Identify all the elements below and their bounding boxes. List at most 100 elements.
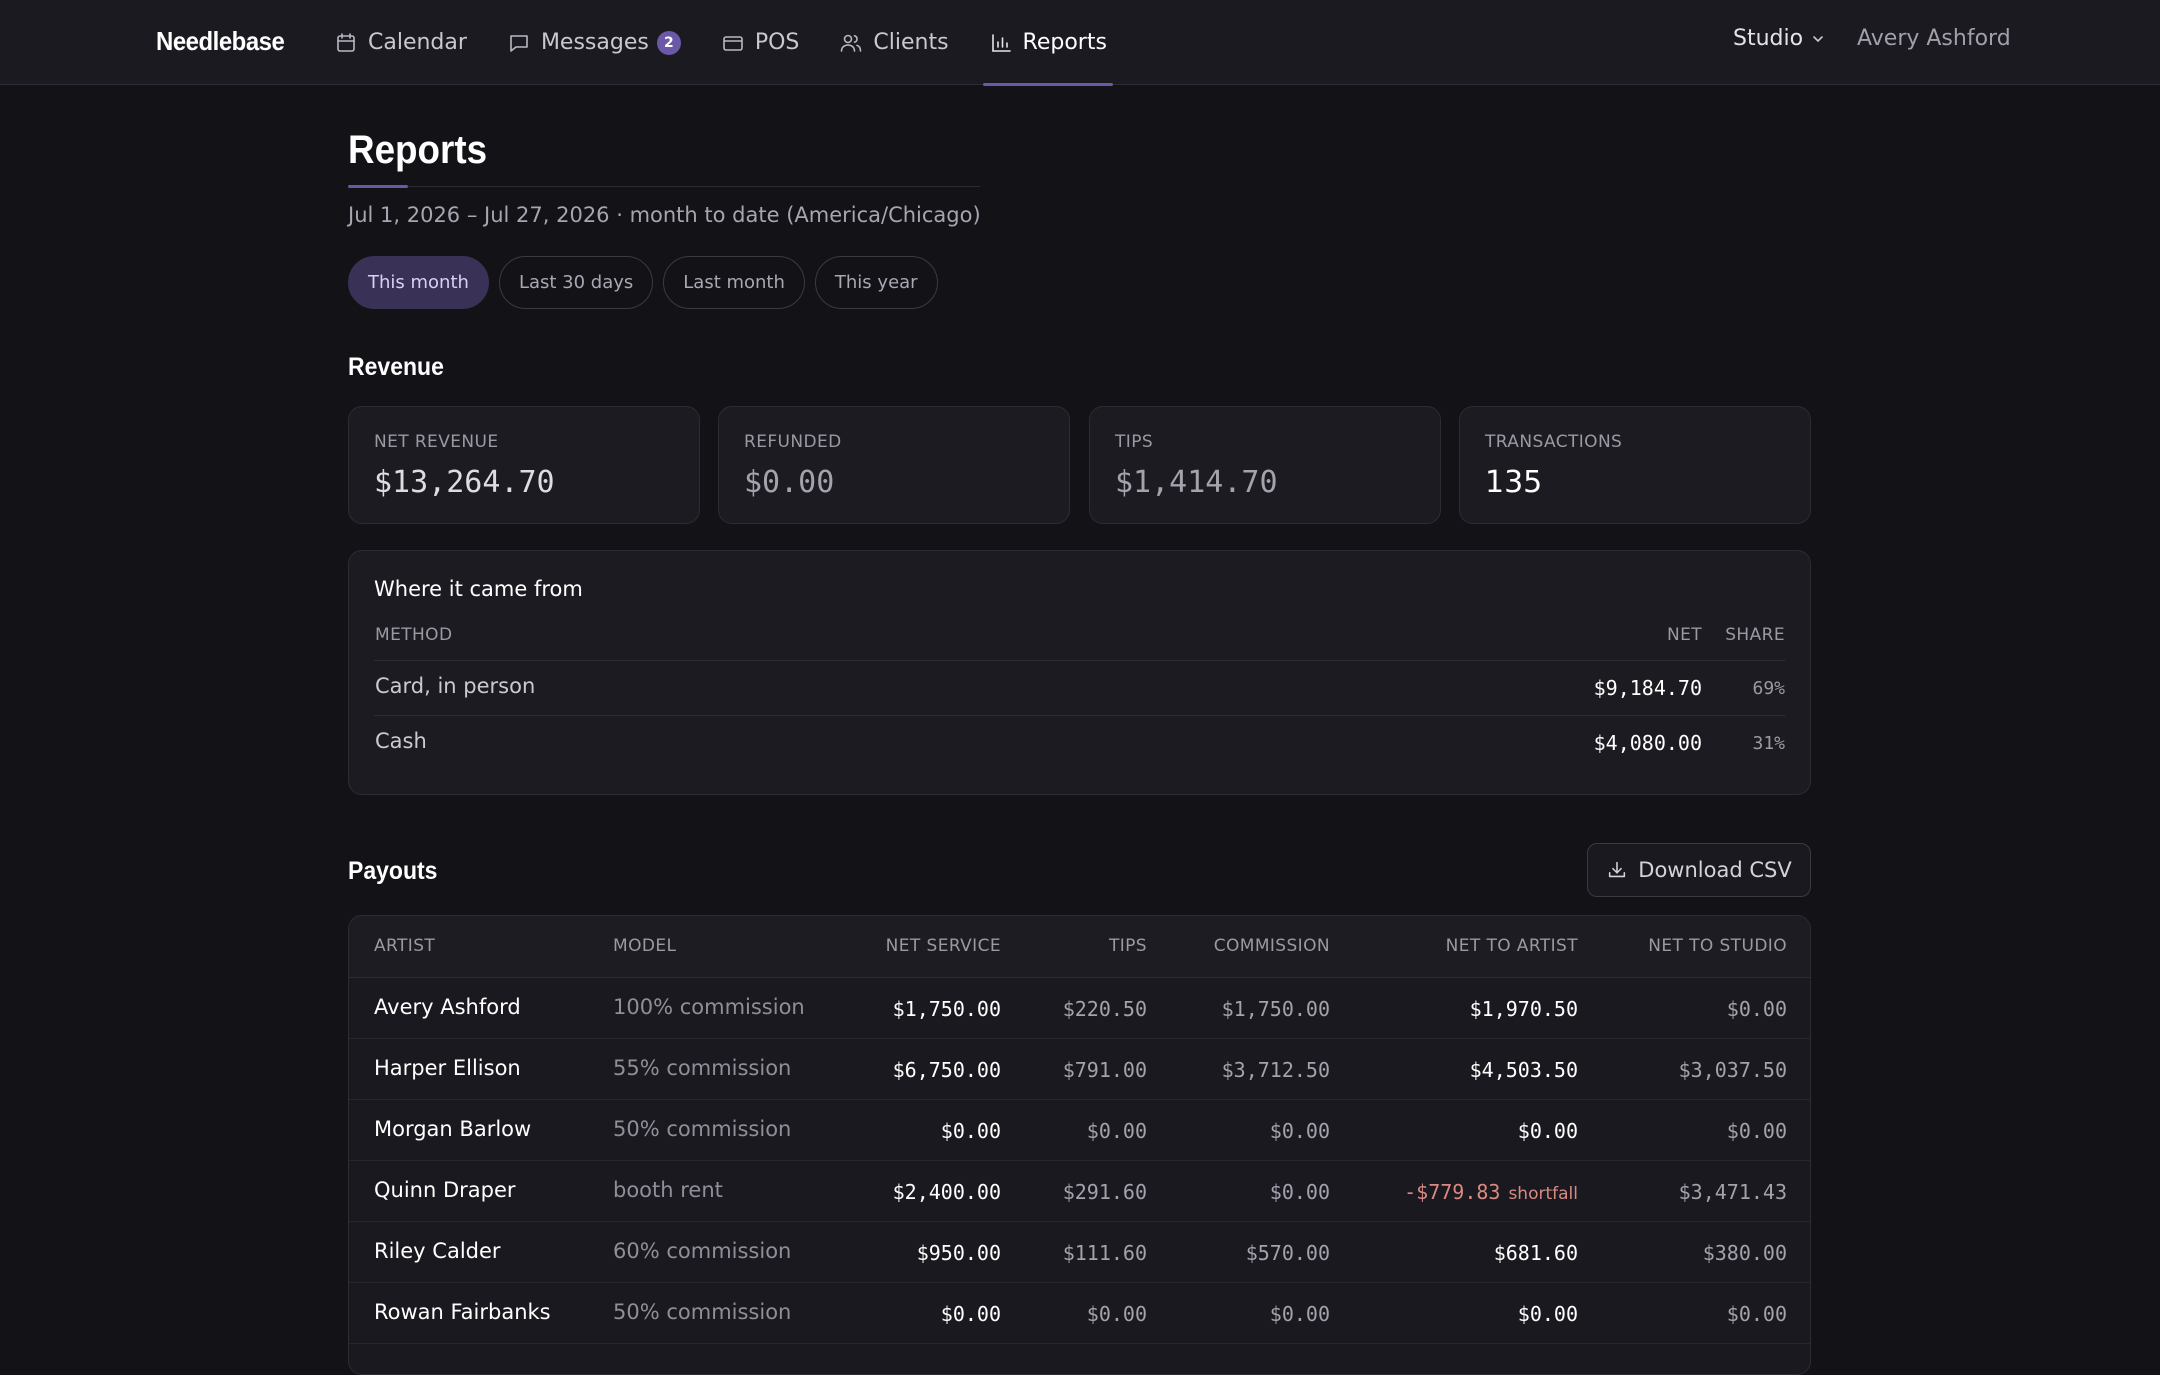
nav-item-reports[interactable]: Reports [982, 0, 1114, 86]
commission: $0.00 [1269, 1119, 1330, 1143]
download-csv-button[interactable]: Download CSV [1587, 843, 1811, 897]
source-method: Card, in person [375, 674, 536, 698]
download-csv-label: Download CSV [1638, 858, 1792, 882]
column-header-commission: COMMISSION [1213, 936, 1330, 956]
nav-item-messages[interactable]: Messages 2 [501, 0, 687, 85]
payouts-table: ARTIST MODEL NET SERVICE TIPS COMMISSION… [348, 915, 1811, 1375]
nav-label-reports: Reports [1022, 30, 1107, 55]
tips: $291.60 [1062, 1180, 1147, 1204]
nav-item-calendar[interactable]: Calendar [328, 0, 473, 85]
artist-name: Quinn Draper [374, 1178, 516, 1202]
stat-card-net-revenue: NET REVENUE $13,264.70 [348, 406, 700, 524]
stat-value: $0.00 [744, 465, 835, 500]
range-chip-last-month[interactable]: Last month [663, 256, 805, 309]
date-range-selector: This month Last 30 days Last month This … [348, 256, 948, 309]
column-header-tips: TIPS [1108, 936, 1147, 956]
net-service: $1,750.00 [892, 997, 1001, 1021]
tips: $0.00 [1086, 1302, 1147, 1326]
nav-label-calendar: Calendar [368, 30, 467, 55]
nav-label-messages: Messages [540, 30, 649, 55]
net-to-artist-value: -$779.83 [1404, 1180, 1501, 1204]
stat-card-refunded: REFUNDED $0.00 [718, 406, 1070, 524]
commission: $0.00 [1269, 1180, 1330, 1204]
payout-model: 50% commission [613, 1300, 792, 1324]
net-to-studio: $3,471.43 [1678, 1180, 1787, 1204]
table-row[interactable]: Quinn Draper booth rent $2,400.00 $291.6… [349, 1161, 1810, 1222]
column-header-net-service: NET SERVICE [885, 936, 1001, 956]
range-chip-this-year[interactable]: This year [814, 256, 938, 309]
artist-name: Morgan Barlow [374, 1117, 532, 1141]
users-icon [839, 31, 863, 55]
net-service: $2,400.00 [892, 1180, 1001, 1204]
nav-item-pos[interactable]: POS [715, 0, 806, 85]
bar-chart-icon [989, 31, 1013, 55]
message-icon [507, 31, 531, 55]
stat-card-tips: TIPS $1,414.70 [1089, 406, 1441, 524]
stat-label: REFUNDED [744, 432, 842, 452]
tips: $0.00 [1086, 1119, 1147, 1143]
commission: $1,750.00 [1221, 997, 1330, 1021]
divider [374, 715, 1785, 716]
stat-label: NET REVENUE [374, 432, 499, 452]
net-to-studio: $3,037.50 [1678, 1058, 1787, 1082]
source-share: 69% [1752, 678, 1785, 699]
payout-model: 55% commission [613, 1056, 792, 1080]
artist-name: Avery Ashford [374, 995, 521, 1019]
column-header-method: METHOD [375, 625, 453, 645]
title-accent-bar [348, 185, 408, 188]
stat-card-transactions: TRANSACTIONS 135 [1459, 406, 1811, 524]
range-chip-this-month[interactable]: This month [348, 256, 489, 309]
net-service: $0.00 [940, 1119, 1001, 1143]
date-range-text: Jul 1, 2026 – Jul 27, 2026 · month to da… [348, 203, 981, 227]
nav-label-clients: Clients [873, 30, 949, 55]
stat-label: TRANSACTIONS [1485, 432, 1623, 452]
tips: $111.60 [1062, 1241, 1147, 1265]
page-title: Reports [348, 128, 488, 172]
chevron-down-icon [1813, 35, 1823, 42]
net-to-studio: $0.00 [1726, 1302, 1787, 1326]
nav-item-clients[interactable]: Clients [833, 0, 954, 85]
shortfall-label: shortfall [1508, 1184, 1578, 1204]
artist-name: Harper Ellison [374, 1056, 521, 1080]
net-to-studio: $0.00 [1726, 997, 1787, 1021]
payout-model: booth rent [613, 1178, 723, 1202]
brand-logo[interactable]: Needlebase [156, 26, 285, 56]
net-to-studio: $0.00 [1726, 1119, 1787, 1143]
studio-label: Studio [1733, 26, 1804, 51]
artist-name: Riley Calder [374, 1239, 501, 1263]
table-row[interactable]: Riley Calder 60% commission $950.00 $111… [349, 1222, 1810, 1283]
download-icon [1609, 861, 1626, 878]
net-service: $0.00 [940, 1302, 1001, 1326]
net-to-artist: $0.00 [1517, 1302, 1578, 1326]
table-row[interactable]: Rowan Fairbanks 50% commission $0.00 $0.… [349, 1283, 1810, 1344]
net-to-artist: $4,503.50 [1469, 1058, 1578, 1082]
title-divider [348, 186, 980, 187]
card-icon [721, 31, 745, 55]
column-header-net: NET [1666, 625, 1702, 645]
payout-model: 50% commission [613, 1117, 792, 1141]
table-row[interactable]: Morgan Barlow 50% commission $0.00 $0.00… [349, 1100, 1810, 1161]
net-to-artist: $681.60 [1493, 1241, 1578, 1265]
studio-switcher[interactable]: Studio [1733, 26, 1825, 51]
range-chip-last-30-days[interactable]: Last 30 days [498, 256, 654, 309]
net-to-studio: $380.00 [1702, 1241, 1787, 1265]
column-header-net-to-artist: NET TO ARTIST [1445, 936, 1578, 956]
payout-model: 100% commission [613, 995, 805, 1019]
user-menu[interactable]: Avery Ashford [1857, 26, 2011, 51]
artist-name: Rowan Fairbanks [374, 1300, 551, 1324]
revenue-sources-card: Where it came from METHOD NET SHARE Card… [348, 550, 1811, 795]
net-to-artist-negative: -$779.83 shortfall [1404, 1180, 1578, 1204]
source-share: 31% [1752, 733, 1785, 754]
table-row[interactable]: Harper Ellison 55% commission $6,750.00 … [349, 1039, 1810, 1100]
top-navigation-bar: Needlebase Calendar Messages 2 POS Clie [0, 0, 2160, 86]
column-header-net-to-studio: NET TO STUDIO [1648, 936, 1787, 956]
net-service: $950.00 [916, 1241, 1001, 1265]
table-row[interactable]: Avery Ashford 100% commission $1,750.00 … [349, 978, 1810, 1039]
calendar-icon [334, 31, 358, 55]
main-nav: Calendar Messages 2 POS Clients Report [328, 0, 1141, 86]
stat-value: $1,414.70 [1115, 465, 1278, 500]
net-to-artist: $0.00 [1517, 1119, 1578, 1143]
net-to-artist: $1,970.50 [1469, 997, 1578, 1021]
revenue-section-title: Revenue [348, 353, 444, 381]
source-net: $9,184.70 [1593, 676, 1702, 700]
